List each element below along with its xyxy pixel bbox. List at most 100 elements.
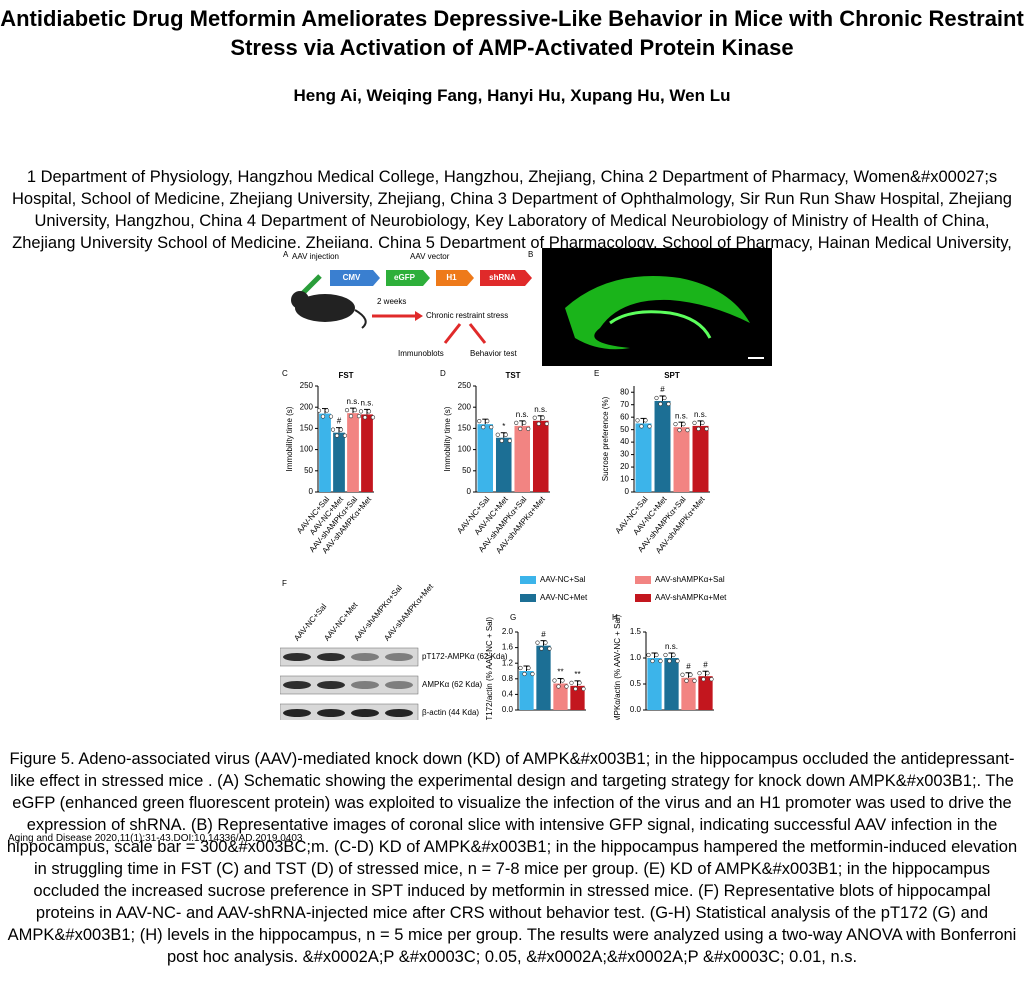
data-dot (639, 424, 644, 429)
data-dot (701, 677, 706, 682)
data-dot (518, 665, 523, 671)
data-dot (328, 414, 334, 419)
significance: n.s. (675, 411, 688, 420)
data-dot (673, 422, 678, 427)
y-tick-label: 1.6 (502, 643, 514, 652)
authors: Heng Ai, Weiqing Fang, Hanyi Hu, Xupang … (293, 86, 731, 105)
data-dot (573, 686, 578, 691)
data-dot (499, 438, 504, 443)
data-dot (675, 658, 680, 664)
legend-label: AAV-shAMPKα+Met (655, 593, 727, 602)
bar (536, 645, 551, 710)
data-dot (685, 428, 690, 433)
significance: n.s. (665, 642, 678, 651)
data-dot (489, 425, 494, 430)
label: AAV injection (292, 252, 339, 261)
band-label: AMPKα (62 Kda) (422, 680, 483, 689)
bar (698, 676, 713, 710)
blot-band (317, 709, 345, 717)
y-tick-label: 0.5 (630, 679, 642, 688)
vector-label: CMV (343, 273, 361, 282)
data-dot (704, 426, 709, 432)
vector-element (330, 270, 380, 286)
data-dot (485, 419, 490, 424)
arrow (468, 323, 487, 344)
y-tick-label: 40 (620, 437, 629, 446)
bar (673, 427, 690, 492)
data-dot (543, 640, 548, 645)
blot-band (351, 653, 379, 661)
y-tick-label: 0.0 (630, 705, 642, 714)
panel-letter: B (528, 250, 533, 259)
data-dot (358, 409, 364, 414)
y-axis-label: Sucrose preference (%) (601, 396, 610, 481)
data-dot (564, 684, 569, 689)
chart-title: TST (505, 371, 520, 380)
legend-label: AAV-NC+Met (540, 593, 588, 602)
data-dot (544, 421, 549, 426)
significance: ** (574, 670, 580, 679)
bar (333, 432, 345, 492)
y-tick-label: 2.0 (502, 627, 514, 636)
panel-letter: C (282, 369, 288, 378)
data-dot (643, 418, 648, 423)
y-tick-label: 20 (620, 462, 629, 471)
label: Behavior test (470, 349, 517, 358)
mouse (295, 294, 355, 322)
y-tick-label: 100 (458, 445, 472, 454)
data-dot (503, 432, 508, 437)
blot-band (317, 653, 345, 661)
y-tick-label: 1.5 (630, 627, 642, 636)
data-dot (530, 671, 535, 677)
legend-swatch (520, 576, 536, 584)
data-dot (330, 427, 336, 432)
panel-letter: E (594, 369, 599, 378)
blot-band (385, 681, 413, 689)
blot-band (317, 681, 345, 689)
bar (347, 413, 359, 492)
data-dot (320, 414, 326, 419)
bar (635, 423, 652, 492)
paper-title: Antidiabetic Drug Metformin Ameliorates … (0, 6, 1024, 60)
data-dot (370, 415, 376, 420)
data-dot (647, 424, 652, 429)
data-dot (334, 433, 340, 438)
data-dot (663, 652, 668, 658)
legend-label: AAV-shAMPKα+Sal (655, 575, 725, 584)
significance: # (703, 660, 708, 669)
panel-letter: H (612, 613, 618, 622)
data-dot (635, 418, 640, 423)
significance: n.s. (516, 410, 529, 419)
data-dot (569, 680, 574, 685)
y-tick-label: 0 (309, 487, 314, 496)
figure: A AAV injection AAV vector CMV eGFP H1 shRNA 2 … (280, 248, 772, 720)
bar (553, 683, 568, 710)
bar (495, 437, 512, 492)
y-tick-label: 1.0 (630, 653, 642, 662)
data-dot (684, 678, 689, 683)
blot-band (385, 653, 413, 661)
vector-label: H1 (446, 273, 457, 282)
bar (532, 420, 549, 492)
figure-caption: Figure 5. Adeno-associated virus (AAV)-m… (6, 750, 1018, 966)
y-tick-label: 30 (620, 450, 629, 459)
data-dot (338, 427, 344, 432)
y-tick-label: 0.4 (502, 690, 514, 699)
vector-element (386, 270, 430, 286)
y-tick-label: 200 (458, 402, 472, 411)
data-dot (696, 426, 701, 432)
data-dot (536, 421, 541, 426)
data-dot (324, 408, 330, 413)
data-dot (677, 428, 682, 433)
data-dot (316, 408, 322, 413)
gfp-signal (609, 310, 712, 339)
data-dot (532, 415, 537, 420)
bar (681, 677, 696, 710)
data-dot (700, 420, 705, 426)
data-dot (348, 414, 354, 419)
mouse-head (291, 291, 309, 309)
bar (647, 658, 662, 710)
vector-label: shRNA (489, 273, 516, 282)
y-tick-label: 60 (620, 412, 629, 421)
chart-title: FST (338, 371, 353, 380)
